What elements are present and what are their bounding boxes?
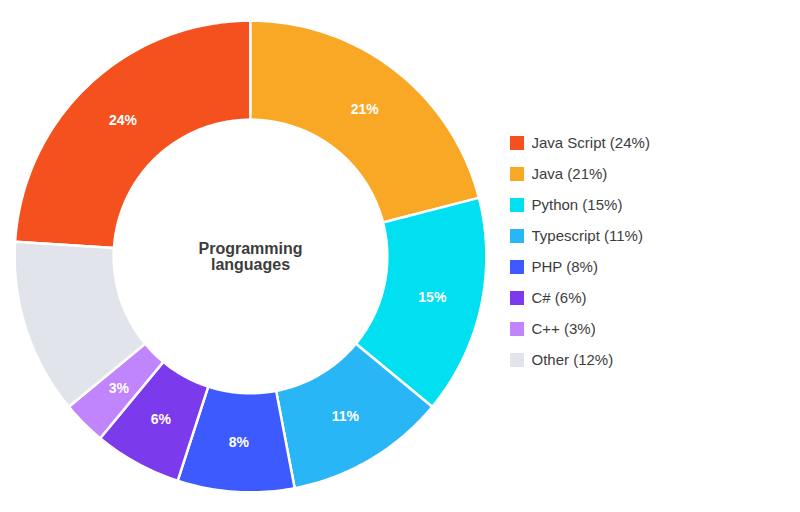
svg-text:11%: 11%: [332, 408, 360, 424]
html-text:Typescript (11%): Typescript (11%): [531, 227, 643, 245]
html-text:C++ (3%): C++ (3%): [531, 320, 596, 338]
svg-text:8%: 8%: [229, 434, 250, 450]
svg-text:15%: 15%: [418, 289, 447, 305]
svg-text:Programminglanguages: Programminglanguages: [198, 240, 302, 273]
html-text:Python (15%): Python (15%): [531, 196, 623, 214]
html-text:Java Script (24%): Java Script (24%): [531, 134, 650, 152]
html-text:Other (12%): Other (12%): [531, 351, 614, 369]
svg-text:6%: 6%: [151, 411, 172, 427]
html-text:C# (6%): C# (6%): [531, 289, 587, 307]
svg-text:3%: 3%: [109, 380, 130, 396]
svg-text:21%: 21%: [351, 101, 380, 117]
svg-text:24%: 24%: [109, 112, 138, 128]
html-text:PHP (8%): PHP (8%): [531, 258, 598, 276]
html-text:Java (21%): Java (21%): [531, 165, 608, 183]
